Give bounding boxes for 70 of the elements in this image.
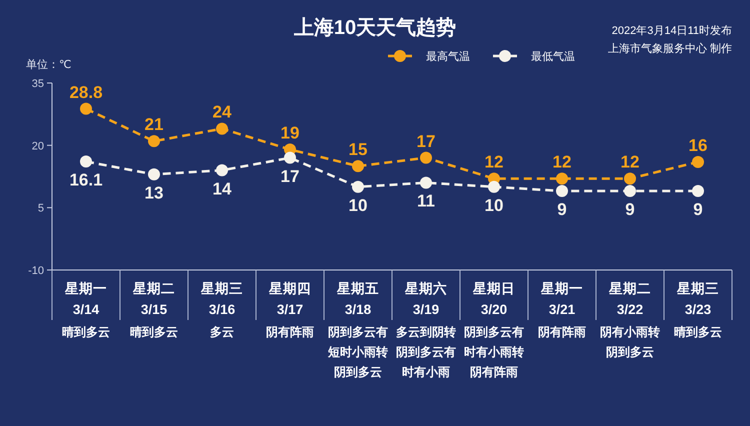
x-tick-label: 星期五 3/18 xyxy=(336,281,379,317)
data-label: 16.1 xyxy=(69,170,103,190)
text: 阴有阵雨 xyxy=(266,325,314,339)
data-label: 13 xyxy=(144,183,164,202)
legend-label: 最高气温 xyxy=(426,50,470,63)
point xyxy=(692,185,704,198)
text: 多云到阴转阴到多云有时有小雨 xyxy=(396,325,456,379)
point xyxy=(284,152,296,164)
legend-item: 最低气温 xyxy=(493,50,575,63)
point xyxy=(556,172,568,185)
point xyxy=(80,102,92,115)
data-label: 14 xyxy=(212,179,232,198)
data-label: 17 xyxy=(416,132,436,151)
data-label: 10 xyxy=(484,196,504,215)
point xyxy=(556,185,568,198)
point xyxy=(216,164,228,176)
text: 阴到多云有时有小雨转阴有阵雨 xyxy=(464,325,524,379)
legend-label: 最低气温 xyxy=(531,51,575,63)
data-label: 11 xyxy=(417,192,435,211)
x-tick-label: 星期一 3/21 xyxy=(540,281,583,317)
y-tick-label: 5 xyxy=(38,202,44,215)
legend-item: 最高气温 xyxy=(388,50,470,63)
y-tick-label: 20 xyxy=(32,140,44,152)
text: 阴到多云有短时小雨转阴到多云 xyxy=(327,325,388,379)
data-label: 12 xyxy=(484,152,504,172)
point xyxy=(624,185,636,198)
text: 多云 xyxy=(210,325,234,339)
text: 上海市气象服务中心 制作 xyxy=(608,42,732,55)
data-label: 16 xyxy=(688,136,708,155)
data-label: 9 xyxy=(693,200,703,220)
point xyxy=(352,180,364,193)
x-tick-label: 星期三 3/23 xyxy=(676,281,719,317)
x-tick-label: 星期一 3/14 xyxy=(64,281,107,317)
data-label: 17 xyxy=(280,166,300,186)
point xyxy=(624,172,636,185)
point xyxy=(148,168,160,180)
point xyxy=(148,135,160,148)
data-label: 15 xyxy=(348,140,368,160)
data-label: 12 xyxy=(620,152,640,172)
data-label: 21 xyxy=(144,115,164,134)
x-tick-label: 星期二 3/15 xyxy=(132,281,175,317)
text: 晴到多云 xyxy=(130,325,178,339)
point xyxy=(488,180,500,193)
x-tick-label: 星期六 3/19 xyxy=(404,280,447,317)
data-label: 28.8 xyxy=(69,82,103,102)
point xyxy=(692,156,704,168)
x-tick-label: 星期二 3/22 xyxy=(608,281,651,317)
text: 阴有阵雨 xyxy=(538,325,586,339)
x-tick-label: 星期四 3/17 xyxy=(268,281,311,317)
point xyxy=(420,176,432,189)
data-label: 12 xyxy=(552,152,572,172)
text: 2022年3月14日11时发布 xyxy=(612,24,732,37)
data-label: 9 xyxy=(625,200,635,220)
text: 阴有小雨转阴到多云 xyxy=(600,325,660,359)
text: 晴到多云 xyxy=(62,325,110,339)
y-axis-title: 单位：℃ xyxy=(26,58,72,71)
text: 晴到多云 xyxy=(674,325,722,339)
point xyxy=(420,152,432,164)
data-label: 19 xyxy=(280,123,300,142)
x-tick-label: 星期三 3/16 xyxy=(200,281,243,317)
x-tick-label: 星期日 3/20 xyxy=(472,281,515,317)
y-tick-label: 35 xyxy=(32,78,44,90)
data-label: 9 xyxy=(557,200,567,220)
data-label: 10 xyxy=(348,196,368,215)
point xyxy=(352,160,364,172)
point xyxy=(216,122,228,135)
data-label: 24 xyxy=(212,102,232,122)
chart-title: 上海10天天气趋势 xyxy=(292,17,456,39)
point xyxy=(80,156,92,168)
y-tick-label: -10 xyxy=(28,265,44,277)
